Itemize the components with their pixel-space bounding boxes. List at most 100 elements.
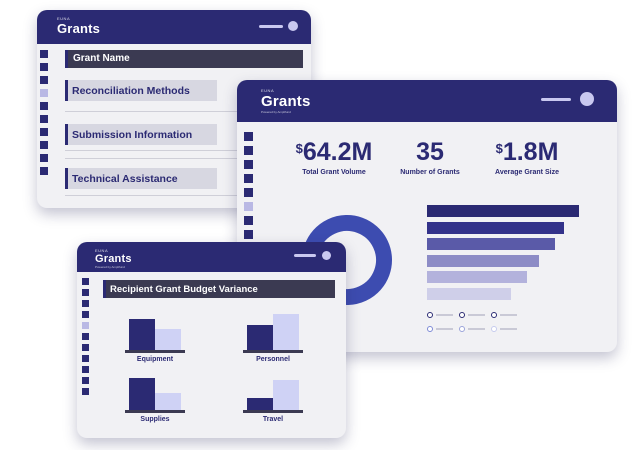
logo-tagline: Powered by Amplifund — [261, 110, 291, 114]
sidebar-item[interactable] — [82, 366, 89, 373]
legend-marker[interactable] — [491, 312, 497, 318]
logo-top-label: EUNA — [57, 16, 71, 21]
logo-top-label: EUNA — [261, 88, 275, 93]
sidebar-item[interactable] — [82, 278, 89, 285]
window-control-line[interactable] — [259, 25, 283, 28]
sidebar-item[interactable] — [40, 154, 48, 162]
sidebar-item[interactable] — [40, 167, 48, 175]
horizontal-bar — [427, 271, 527, 283]
budget-bar — [155, 393, 181, 410]
stat-label: Average Grant Size — [495, 169, 559, 176]
horizontal-bar — [427, 205, 579, 217]
stat-currency: $ — [295, 141, 303, 156]
divider — [65, 150, 303, 151]
stat-value: 35 — [416, 138, 444, 166]
budget-bar — [129, 378, 155, 410]
section-item-reconciliation[interactable]: Reconciliation Methods — [65, 80, 217, 101]
sidebar-item[interactable] — [40, 63, 48, 71]
budget-bar — [273, 380, 299, 410]
budget-bar — [155, 329, 181, 350]
sidebar-item[interactable] — [40, 141, 48, 149]
section-item-label: Technical Assistance — [72, 173, 178, 185]
stat-average-grant-size: $1.8M — [477, 138, 577, 167]
sidebar-item[interactable] — [244, 132, 253, 141]
divider — [65, 195, 303, 196]
sidebar-item[interactable] — [244, 230, 253, 239]
section-item-submission[interactable]: Submission Information — [65, 124, 217, 145]
chart-baseline — [125, 410, 185, 413]
window-control-line[interactable] — [541, 98, 571, 101]
section-accent — [103, 280, 106, 298]
grants-logo: EUNA Grants Powered by Amplifund — [261, 88, 311, 114]
sidebar-item[interactable] — [244, 160, 253, 169]
section-item-label: Submission Information — [72, 129, 193, 141]
sidebar-item[interactable] — [244, 146, 253, 155]
legend-line — [436, 314, 453, 316]
divider — [65, 111, 303, 112]
sidebar-item[interactable] — [82, 377, 89, 384]
horizontal-bar — [427, 254, 539, 267]
section-item-technical[interactable]: Technical Assistance — [65, 168, 217, 189]
section-header: Grant Name — [65, 50, 303, 68]
sections-sidebar — [40, 50, 50, 200]
window-control-line[interactable] — [294, 254, 316, 257]
sidebar-item[interactable] — [40, 76, 48, 84]
sidebar-item[interactable] — [82, 344, 89, 351]
legend-marker[interactable] — [427, 312, 433, 318]
section-accent — [65, 124, 68, 145]
stat-value: 1.8M — [502, 138, 559, 166]
budget-bar — [247, 398, 273, 410]
legend-line — [468, 314, 485, 316]
chart-baseline — [243, 350, 303, 353]
legend-marker[interactable] — [459, 326, 465, 332]
logo-name: Grants — [57, 21, 101, 36]
legend-line — [468, 328, 485, 330]
budget-window: EUNA Grants Powered by Amplifund Recipie… — [77, 242, 346, 438]
sidebar-item[interactable] — [244, 188, 253, 197]
legend-marker[interactable] — [427, 326, 433, 332]
logo-tagline: Powered by Amplifund — [95, 265, 125, 269]
sections-titlebar: EUNA Grants — [37, 10, 311, 44]
sidebar-item[interactable] — [40, 50, 48, 58]
sidebar-item[interactable] — [244, 216, 253, 225]
budget-chart-title: Recipient Grant Budget Variance — [103, 280, 335, 298]
stat-label: Number of Grants — [400, 169, 460, 176]
sidebar-item[interactable] — [82, 322, 89, 329]
section-item-label: Reconciliation Methods — [72, 85, 190, 97]
sidebar-item[interactable] — [82, 388, 89, 395]
window-control-dot[interactable] — [322, 251, 331, 260]
horizontal-bar — [427, 221, 564, 234]
sidebar-item[interactable] — [40, 102, 48, 110]
chart-baseline — [125, 350, 185, 353]
sidebar-item[interactable] — [82, 311, 89, 318]
legend-line — [500, 328, 517, 330]
sidebar-item[interactable] — [40, 128, 48, 136]
category-label: Personnel — [256, 356, 290, 363]
divider — [65, 158, 303, 159]
stat-value: 64.2M — [302, 138, 373, 166]
sidebar-item[interactable] — [40, 115, 48, 123]
legend-line — [436, 328, 453, 330]
sidebar-item[interactable] — [82, 289, 89, 296]
stat-label: Total Grant Volume — [302, 169, 366, 176]
sidebar-item[interactable] — [40, 89, 48, 97]
legend-marker[interactable] — [491, 326, 497, 332]
sidebar-item[interactable] — [244, 174, 253, 183]
budget-variance-chart: Equipment Personnel Supplies Travel — [103, 304, 335, 432]
stat-currency: $ — [495, 141, 503, 156]
sidebar-item[interactable] — [244, 202, 253, 211]
section-header-label: Grant Name — [73, 53, 130, 64]
sidebar-item[interactable] — [82, 355, 89, 362]
sidebar-item[interactable] — [82, 300, 89, 307]
window-control-dot[interactable] — [288, 21, 298, 31]
legend-line — [500, 314, 517, 316]
logo-top-label: EUNA — [95, 248, 109, 253]
window-control-dot[interactable] — [580, 92, 594, 106]
sidebar-item[interactable] — [82, 333, 89, 340]
stat-number-of-grants: 35 — [385, 138, 475, 167]
logo-name: Grants — [261, 93, 311, 110]
chart-legend — [427, 312, 537, 332]
dashboard-titlebar: EUNA Grants Powered by Amplifund — [237, 80, 617, 122]
legend-marker[interactable] — [459, 312, 465, 318]
budget-bar — [273, 314, 299, 350]
